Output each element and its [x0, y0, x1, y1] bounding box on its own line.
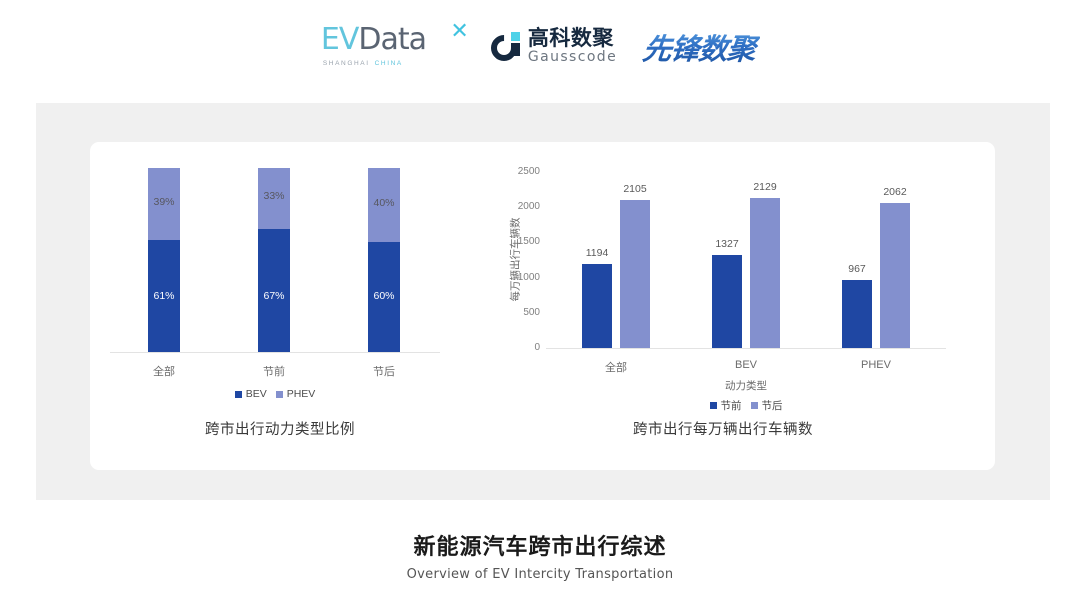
legend-label-jieqian: 节前	[720, 400, 742, 412]
bar-label-quanbu-phev: 39%	[153, 196, 175, 208]
bar-phev-jieqian	[842, 279, 872, 348]
right-chart-axis-line	[546, 348, 946, 349]
gausscode-logo-cn: 高科数聚	[527, 27, 614, 51]
right-chart-cat-phev: PHEV	[861, 359, 891, 371]
right-chart-legend: 节前 节后	[546, 398, 946, 413]
legend-label-jiehou: 节后	[761, 400, 783, 412]
bar-label-jieqian-bev: 67%	[263, 290, 285, 302]
bar-bev-jiehou	[750, 198, 780, 348]
bar-phev-jiehou	[880, 202, 910, 348]
gausscode-logo: 高科数聚 Gausscode	[485, 23, 618, 71]
logo-bar: EV Data ✕ SHANGHAI CHINA 高科数聚 Gausscode …	[0, 18, 1080, 72]
evdata-logo: EV Data ✕ SHANGHAI CHINA	[320, 18, 469, 72]
bar-bev-jieqian	[712, 254, 742, 348]
bar-jiehou-bev	[368, 241, 400, 352]
right-chart-ytick-1500: 1500	[517, 236, 540, 248]
legend-item-jiehou[interactable]: 节后	[750, 398, 783, 413]
slide-footer: 新能源汽车跨市出行综述 Overview of EV Intercity Tra…	[0, 533, 1080, 582]
bar-quanbu-jieqian	[582, 263, 612, 348]
bar-label-jiehou-phev: 40%	[373, 197, 395, 209]
legend-item-bev[interactable]: BEV	[234, 388, 267, 400]
left-chart-cat-jieqian: 节前	[263, 366, 285, 378]
left-chart-axis-line	[110, 352, 440, 353]
legend-swatch-jiehou	[750, 402, 758, 409]
bar-label-phev-jiehou: 2062	[883, 186, 907, 198]
bar-quanbu-bev	[148, 239, 180, 352]
bar-label-bev-jieqian: 1327	[715, 237, 739, 250]
right-chart-ytick-2500: 2500	[517, 166, 540, 177]
gausscode-g-icon	[485, 29, 523, 67]
bar-label-jiehou-bev: 60%	[373, 290, 395, 302]
legend-swatch-jieqian	[709, 402, 717, 409]
right-chart-ytick-2000: 2000	[517, 201, 540, 213]
bar-quanbu-jiehou	[620, 199, 650, 348]
legend-swatch-bev	[234, 390, 242, 398]
bar-jiehou-phev	[368, 168, 400, 242]
footer-title-en: Overview of EV Intercity Transportation	[406, 566, 674, 582]
bar-label-quanbu-jieqian: 1194	[585, 247, 609, 259]
evdata-logo-sub1: SHANGHAI	[322, 60, 370, 67]
legend-label-phev: PHEV	[286, 388, 316, 400]
gausscode-logo-en: Gausscode	[527, 49, 618, 66]
right-chart-caption: 跨市出行每万辆出行车辆数	[633, 422, 813, 438]
evdata-logo-ev-text: EV	[320, 22, 359, 57]
chart-power-type-ratio: 39% 61% 33% 67% 40% 60% 全部 节前 节后 BEV PHE…	[110, 160, 450, 445]
legend-item-jieqian[interactable]: 节前	[709, 398, 742, 413]
left-chart-legend: BEV PHEV	[110, 388, 440, 400]
evdata-logo-data-text: Data	[358, 22, 427, 57]
right-chart-ytick-500: 500	[523, 306, 540, 318]
chart-vehicles-per-10k: 2500 2000 1500 1000 500 0 每万辆出行车辆数 1194 …	[498, 160, 948, 445]
bar-label-bev-jiehou: 2129	[753, 181, 777, 193]
bar-label-phev-jieqian: 967	[848, 263, 866, 275]
footer-title-cn: 新能源汽车跨市出行综述	[413, 534, 667, 559]
bar-quanbu-phev	[148, 168, 180, 240]
right-chart-y-axis-title: 每万辆出行车辆数	[509, 217, 522, 302]
bar-label-quanbu-jiehou: 2105	[623, 183, 647, 195]
xianfeng-logo: 先锋数聚	[637, 24, 762, 70]
bar-jieqian-phev	[258, 168, 290, 229]
left-chart-cat-jiehou: 节后	[373, 366, 395, 378]
legend-swatch-phev	[275, 390, 283, 398]
right-chart-ytick-1000: 1000	[517, 271, 540, 283]
legend-label-bev: BEV	[245, 388, 267, 400]
left-chart-cat-quanbu: 全部	[153, 366, 175, 378]
evdata-logo-sub2: CHINA	[374, 60, 403, 67]
x-mark-icon: ✕	[450, 18, 469, 43]
legend-item-phev[interactable]: PHEV	[275, 388, 316, 400]
right-chart-ytick-0: 0	[534, 342, 540, 353]
bar-label-quanbu-bev: 61%	[153, 290, 175, 302]
right-chart-x-axis-title: 动力类型	[725, 380, 767, 392]
right-chart-cat-quanbu: 全部	[605, 362, 627, 374]
right-chart-cat-bev: BEV	[734, 359, 757, 371]
bar-jieqian-bev	[258, 228, 290, 352]
bar-label-jieqian-phev: 33%	[263, 190, 285, 202]
left-chart-caption: 跨市出行动力类型比例	[205, 422, 355, 438]
